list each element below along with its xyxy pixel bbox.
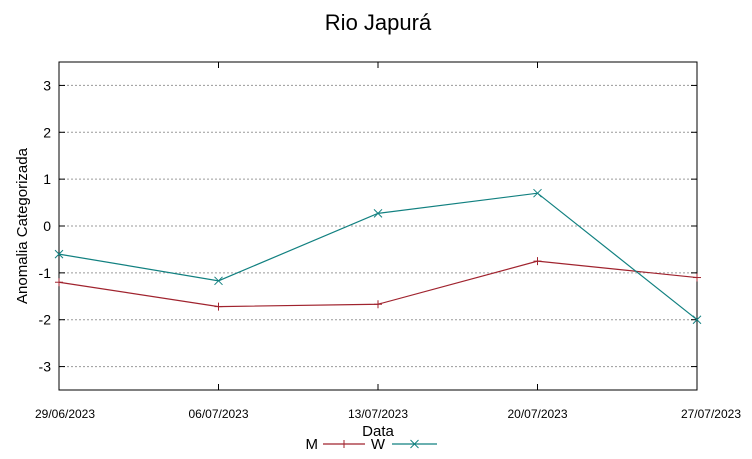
series-m [55, 257, 701, 311]
data-point-m [693, 273, 701, 282]
x-tick-label: 20/07/2023 [507, 407, 567, 421]
data-point-w [533, 188, 542, 198]
legend-label: M [306, 436, 319, 453]
legend-marker [410, 439, 419, 449]
y-axis-ticks: 3 2 1 0 -1 -2 -3 [39, 77, 697, 375]
y-tick-label: 0 [43, 218, 51, 234]
y-tick-label: -3 [39, 359, 52, 375]
legend-entry-w: W [371, 436, 437, 453]
y-tick-label: 3 [43, 77, 51, 93]
y-axis-label: Anomalia Categorizada [14, 147, 31, 304]
series-line-m [58, 260, 698, 308]
grid-lines [59, 84, 697, 368]
data-point-m [533, 257, 542, 266]
x-axis-label: Data [362, 423, 394, 440]
data-point-m [374, 300, 382, 309]
legend-marker [340, 440, 348, 448]
x-tick-label: 13/07/2023 [348, 407, 408, 421]
chart-title: Rio Japurá [325, 10, 432, 35]
series-w [54, 188, 702, 325]
data-point-w [54, 249, 64, 259]
x-tick-label: 27/07/2023 [681, 407, 741, 421]
y-tick-label: -2 [39, 312, 52, 328]
legend-entry-m: M [306, 436, 365, 453]
series-layer [54, 188, 702, 325]
legend-label: W [371, 436, 386, 453]
y-tick-label: 1 [43, 171, 51, 187]
data-point-m [55, 278, 63, 287]
data-point-w [214, 276, 223, 286]
plot-frame [58, 61, 698, 391]
x-tick-label: 06/07/2023 [188, 407, 248, 421]
y-tick-label: -1 [39, 265, 52, 281]
data-point-w [692, 315, 702, 325]
y-tick-label: 2 [43, 124, 51, 140]
data-point-m [214, 302, 223, 311]
x-axis-ticks: 29/06/2023 06/07/2023 13/07/2023 20/07/2023… [35, 62, 741, 421]
x-tick-label: 29/06/2023 [35, 407, 95, 421]
data-point-w [373, 208, 383, 218]
